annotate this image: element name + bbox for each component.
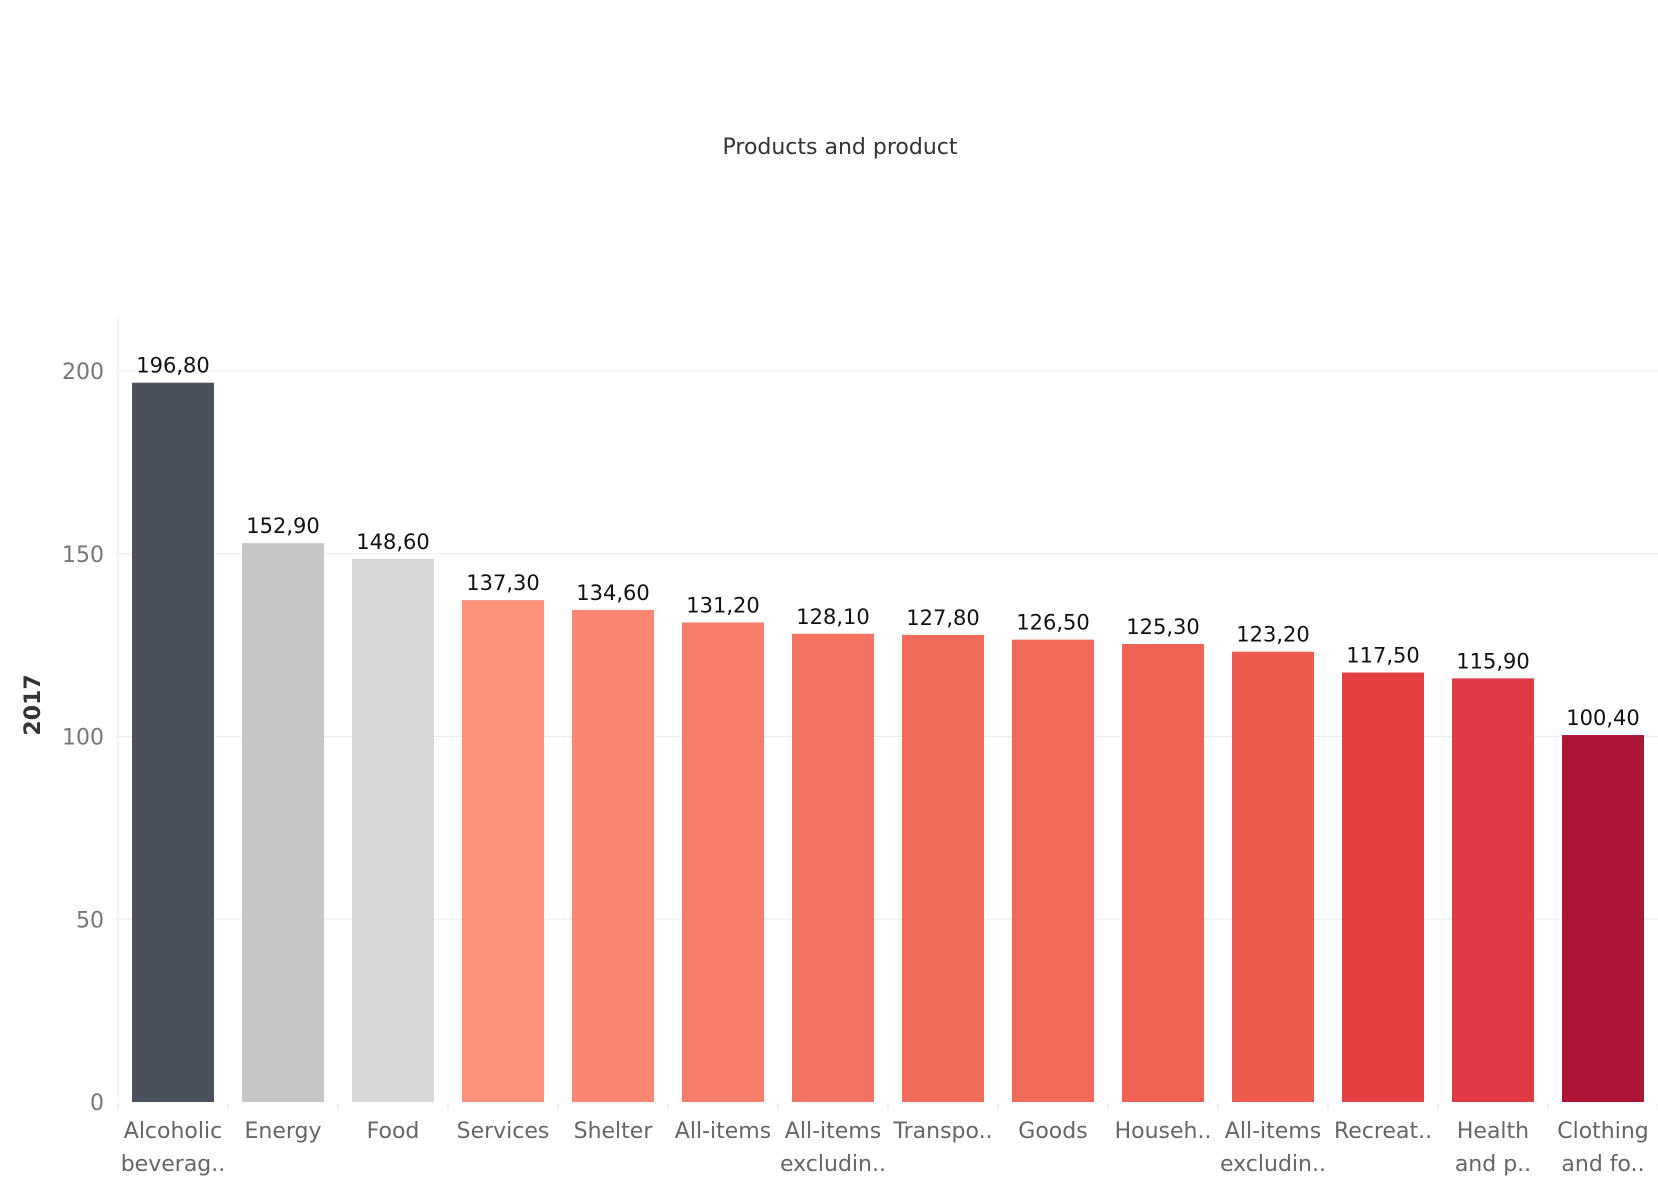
- y-tick-label: 0: [90, 1091, 104, 1116]
- bar-value-label: 100,40: [1566, 706, 1639, 730]
- category-label: Goods: [1018, 1119, 1087, 1144]
- y-axis: 0 50 100 150 200: [62, 315, 119, 1116]
- bar: [1012, 639, 1094, 1102]
- category-label: Recreat..: [1334, 1119, 1432, 1144]
- bar: [132, 382, 214, 1102]
- category-label: beverag..: [121, 1152, 226, 1177]
- category-label: All-items: [675, 1119, 771, 1144]
- y-tick-label: 150: [62, 543, 104, 568]
- category-label: Health: [1457, 1119, 1529, 1144]
- bar-value-label: 137,30: [466, 571, 539, 595]
- bar: [1562, 735, 1644, 1102]
- bar: [1122, 644, 1204, 1102]
- category-label: All-items: [785, 1119, 881, 1144]
- bar: [1232, 651, 1314, 1102]
- category-label: excludin..: [1220, 1152, 1326, 1177]
- category-label: Energy: [244, 1119, 321, 1144]
- category-label: and p..: [1455, 1152, 1531, 1177]
- chart-title: Products and product: [722, 135, 958, 160]
- bar: [1452, 678, 1534, 1102]
- category-label: Alcoholic: [124, 1119, 222, 1144]
- category-label: Food: [367, 1119, 420, 1144]
- bars: [132, 382, 1644, 1102]
- bar: [242, 543, 324, 1102]
- bar: [352, 558, 434, 1102]
- y-tick-label: 200: [62, 360, 104, 385]
- bar-value-label: 117,50: [1346, 644, 1419, 668]
- bar: [902, 634, 984, 1102]
- category-label: Services: [457, 1119, 550, 1144]
- y-tick-label: 100: [62, 726, 104, 751]
- bar-value-label: 148,60: [356, 530, 429, 554]
- category-label: and fo..: [1561, 1152, 1644, 1177]
- bar-value-label: 134,60: [576, 581, 649, 605]
- category-label: Transpo..: [892, 1119, 992, 1144]
- data-labels: 196,80 152,90 148,60 137,30 134,60 131,20 128,…: [136, 354, 1639, 730]
- category-label: Shelter: [574, 1119, 654, 1144]
- bar-value-label: 126,50: [1016, 611, 1089, 635]
- bar: [572, 610, 654, 1102]
- bar: [792, 633, 874, 1102]
- bar: [462, 600, 544, 1102]
- bar: [1342, 672, 1424, 1102]
- bar-value-label: 152,90: [246, 514, 319, 538]
- bar-value-label: 131,20: [686, 593, 759, 617]
- bar-value-label: 115,90: [1456, 649, 1529, 673]
- bar-value-label: 123,20: [1236, 623, 1309, 647]
- bar-value-label: 196,80: [136, 354, 209, 378]
- category-label: excludin..: [780, 1152, 886, 1177]
- category-label: Clothing: [1557, 1119, 1649, 1144]
- y-tick-label: 50: [76, 908, 104, 933]
- bar: [682, 622, 764, 1102]
- category-label: All-items: [1225, 1119, 1321, 1144]
- category-label: Househ..: [1115, 1119, 1212, 1144]
- bar-value-label: 125,30: [1126, 615, 1199, 639]
- bar-value-label: 128,10: [796, 605, 869, 629]
- x-axis: Alcoholic beverag.. Energy Food Services Shel…: [117, 1104, 1658, 1177]
- gridlines: [118, 370, 1658, 920]
- y-axis-title: 2017: [21, 674, 46, 735]
- bar-value-label: 127,80: [906, 606, 979, 630]
